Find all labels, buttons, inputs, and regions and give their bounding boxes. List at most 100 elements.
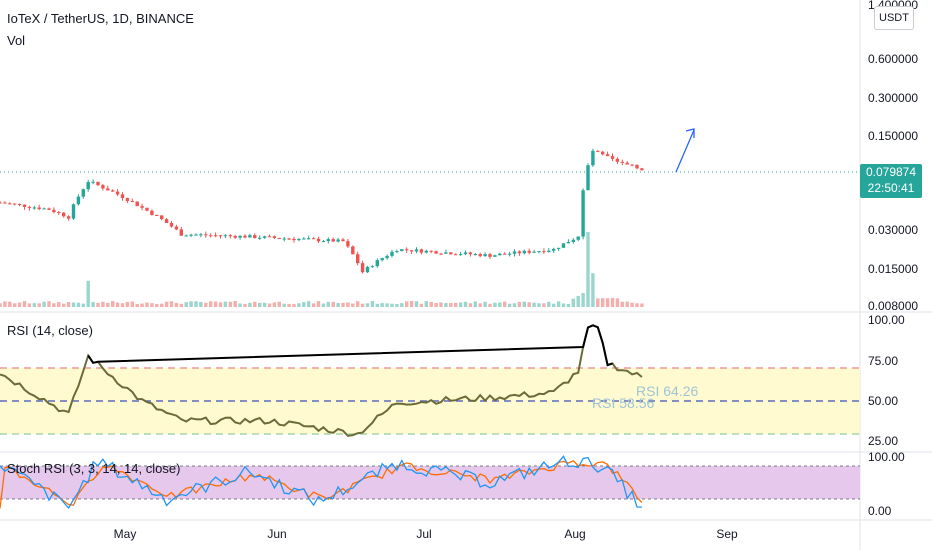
volume-bar	[81, 303, 85, 307]
volume-bar	[302, 302, 306, 307]
candle-body	[351, 246, 355, 255]
candle-body	[135, 201, 139, 207]
candle-body	[385, 255, 389, 259]
candle-body	[576, 236, 580, 240]
volume-bar	[581, 293, 585, 307]
candle-body	[326, 239, 330, 242]
rsi-annotation[interactable]: RSI 64.26	[636, 383, 698, 399]
rsi-axis[interactable]: 100.00 75.00 50.00 25.00	[868, 313, 905, 448]
volume-bar	[615, 298, 620, 307]
bar-countdown: 22:50:41	[867, 181, 915, 195]
volume-bar	[111, 301, 115, 307]
candle-body	[405, 249, 409, 251]
currency-button[interactable]: USDT	[874, 6, 914, 30]
candle-body	[238, 235, 242, 238]
candle-body	[125, 198, 130, 202]
candle-body	[218, 235, 223, 237]
volume-bar	[454, 302, 458, 307]
candle-body	[434, 251, 438, 254]
candle-body	[22, 204, 27, 207]
candle-body	[209, 235, 213, 237]
candle-body	[233, 235, 237, 238]
volume-bar	[0, 303, 2, 307]
price-label: 0.008000	[868, 299, 918, 313]
volume-bar	[409, 301, 414, 307]
volume-bar	[331, 301, 335, 307]
chart-title: IoTeX / TetherUS, 1D, BINANCE	[7, 11, 194, 26]
candle-body	[360, 263, 365, 273]
volume-bar	[326, 301, 330, 307]
candle-body	[615, 158, 620, 162]
volume-bar	[37, 303, 41, 307]
volume-bar	[351, 303, 355, 307]
candle-body	[640, 168, 644, 171]
volume-bar	[576, 295, 580, 307]
volume-bar	[307, 301, 311, 307]
candle-body	[409, 250, 414, 252]
candle-body	[532, 251, 536, 253]
time-axis[interactable]: May Jun Jul Aug Sep	[114, 527, 738, 541]
volume-bar	[635, 303, 639, 307]
candle-body	[493, 255, 497, 257]
candle-body	[571, 239, 575, 243]
candle-body	[0, 202, 2, 204]
rsi-annotation[interactable]: RSI 58.56	[592, 395, 654, 411]
volume-bar	[267, 303, 272, 307]
price-label: 0.015000	[868, 262, 918, 276]
candle-body	[552, 248, 556, 251]
volume-bar	[375, 303, 379, 307]
candle-body	[414, 249, 419, 252]
volume-bar	[233, 301, 237, 307]
candle-body	[454, 254, 458, 256]
candle-body	[307, 238, 311, 240]
volume-bar	[537, 303, 541, 307]
candle-body	[160, 215, 164, 220]
projection-arrow[interactable]	[675, 128, 695, 173]
candle-body	[199, 234, 203, 236]
stoch-axis[interactable]: 100.00 0.00	[868, 450, 905, 518]
candle-body	[390, 251, 394, 256]
candle-body	[213, 235, 218, 237]
volume-bar	[527, 302, 531, 307]
candle-body	[311, 238, 316, 240]
candle-body	[346, 241, 350, 247]
candle-body	[17, 203, 22, 205]
candle-body	[174, 226, 179, 230]
volume-bar	[130, 301, 134, 307]
candle-body	[42, 208, 46, 210]
volume-bar	[243, 303, 247, 307]
candle-body	[32, 207, 36, 209]
candle-body	[155, 214, 159, 216]
volume-bar	[71, 302, 76, 307]
candle-body	[605, 154, 610, 157]
candle-body	[57, 212, 61, 214]
price-axis[interactable]: 1.400000 0.600000 0.300000 0.150000 0.03…	[868, 0, 918, 313]
candle-body	[449, 252, 453, 255]
candle-body	[522, 250, 526, 254]
candle-body	[37, 207, 41, 210]
volume-bar	[390, 303, 394, 307]
candle-body	[596, 150, 600, 152]
candle-body	[258, 237, 262, 239]
candle-body	[248, 235, 252, 238]
volume-bar	[258, 302, 262, 307]
volume-bar	[135, 303, 139, 307]
volume-bar	[591, 273, 595, 307]
volume-bar	[297, 303, 301, 307]
volume-bar	[566, 303, 571, 307]
volume-bar	[370, 301, 375, 307]
volume-bar	[213, 301, 218, 307]
candle-body	[380, 258, 384, 261]
candle-body	[547, 250, 551, 252]
volume-bar	[277, 301, 281, 307]
candle-body	[610, 156, 615, 159]
candle-body	[581, 190, 585, 237]
volume-bar	[174, 302, 179, 307]
volume-bar	[311, 303, 316, 307]
volume-bar	[223, 301, 228, 307]
candle-body	[370, 266, 375, 268]
candle-body	[66, 216, 71, 219]
candle-body	[297, 238, 301, 241]
candle-body	[96, 181, 100, 186]
volume-bar	[150, 303, 154, 307]
